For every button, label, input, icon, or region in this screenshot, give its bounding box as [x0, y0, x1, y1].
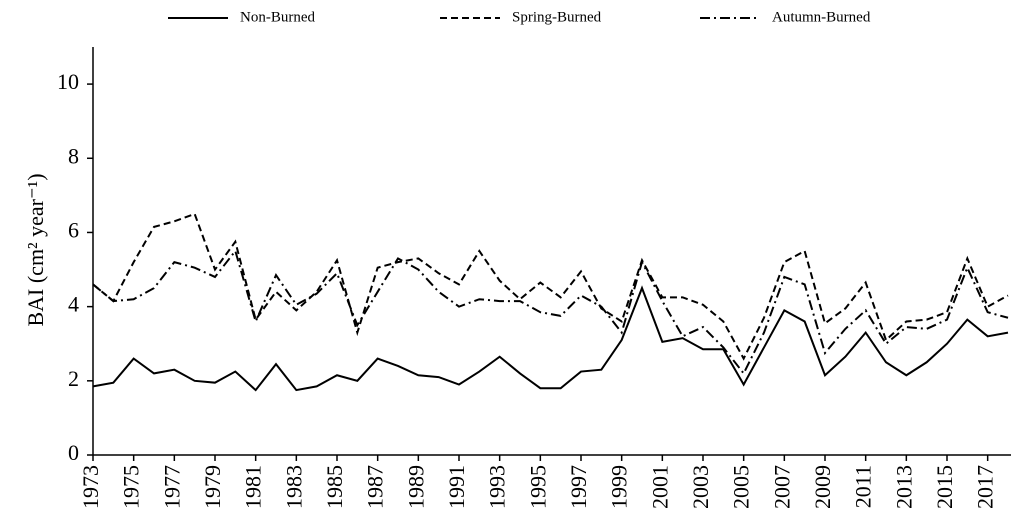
x-tick-label: 2007 [769, 465, 794, 509]
x-tick-label: 2009 [810, 465, 835, 509]
x-tick-label: 1991 [444, 465, 469, 509]
x-tick-label: 1987 [363, 465, 388, 509]
x-tick-label: 2011 [851, 465, 876, 508]
x-tick-label: 1985 [322, 465, 347, 509]
y-axis-label: BAI (cm² year⁻¹) [23, 173, 48, 326]
x-tick-label: 1975 [119, 465, 144, 509]
legend-label: Spring-Burned [512, 9, 602, 25]
y-tick-label: 0 [68, 440, 79, 465]
x-tick-label: 1981 [241, 465, 266, 509]
y-tick-label: 6 [68, 218, 79, 243]
y-tick-label: 10 [57, 69, 79, 94]
x-tick-label: 1989 [403, 465, 428, 509]
x-tick-label: 1983 [281, 465, 306, 509]
series-line [92, 212, 1009, 361]
series-line [92, 248, 1009, 376]
x-tick-label: 2003 [688, 465, 713, 509]
x-tick-label: 1997 [566, 465, 591, 509]
x-tick-label: 2015 [932, 465, 957, 509]
x-tick-label: 1977 [159, 465, 184, 509]
y-tick-label: 4 [68, 292, 79, 317]
legend-label: Non-Burned [240, 9, 315, 25]
y-tick-label: 8 [68, 143, 79, 168]
x-tick-label: 2001 [647, 465, 672, 509]
x-tick-label: 1993 [485, 465, 510, 509]
y-tick-label: 2 [68, 366, 79, 391]
x-tick-label: 2013 [891, 465, 916, 509]
legend-label: Autumn-Burned [772, 9, 871, 25]
series-line [92, 285, 1009, 392]
x-tick-label: 1973 [78, 465, 103, 509]
x-tick-label: 1999 [607, 465, 632, 509]
x-tick-label: 1995 [525, 465, 550, 509]
x-tick-label: 2005 [729, 465, 754, 509]
x-tick-label: 1979 [200, 465, 225, 509]
x-tick-label: 2017 [973, 465, 998, 509]
